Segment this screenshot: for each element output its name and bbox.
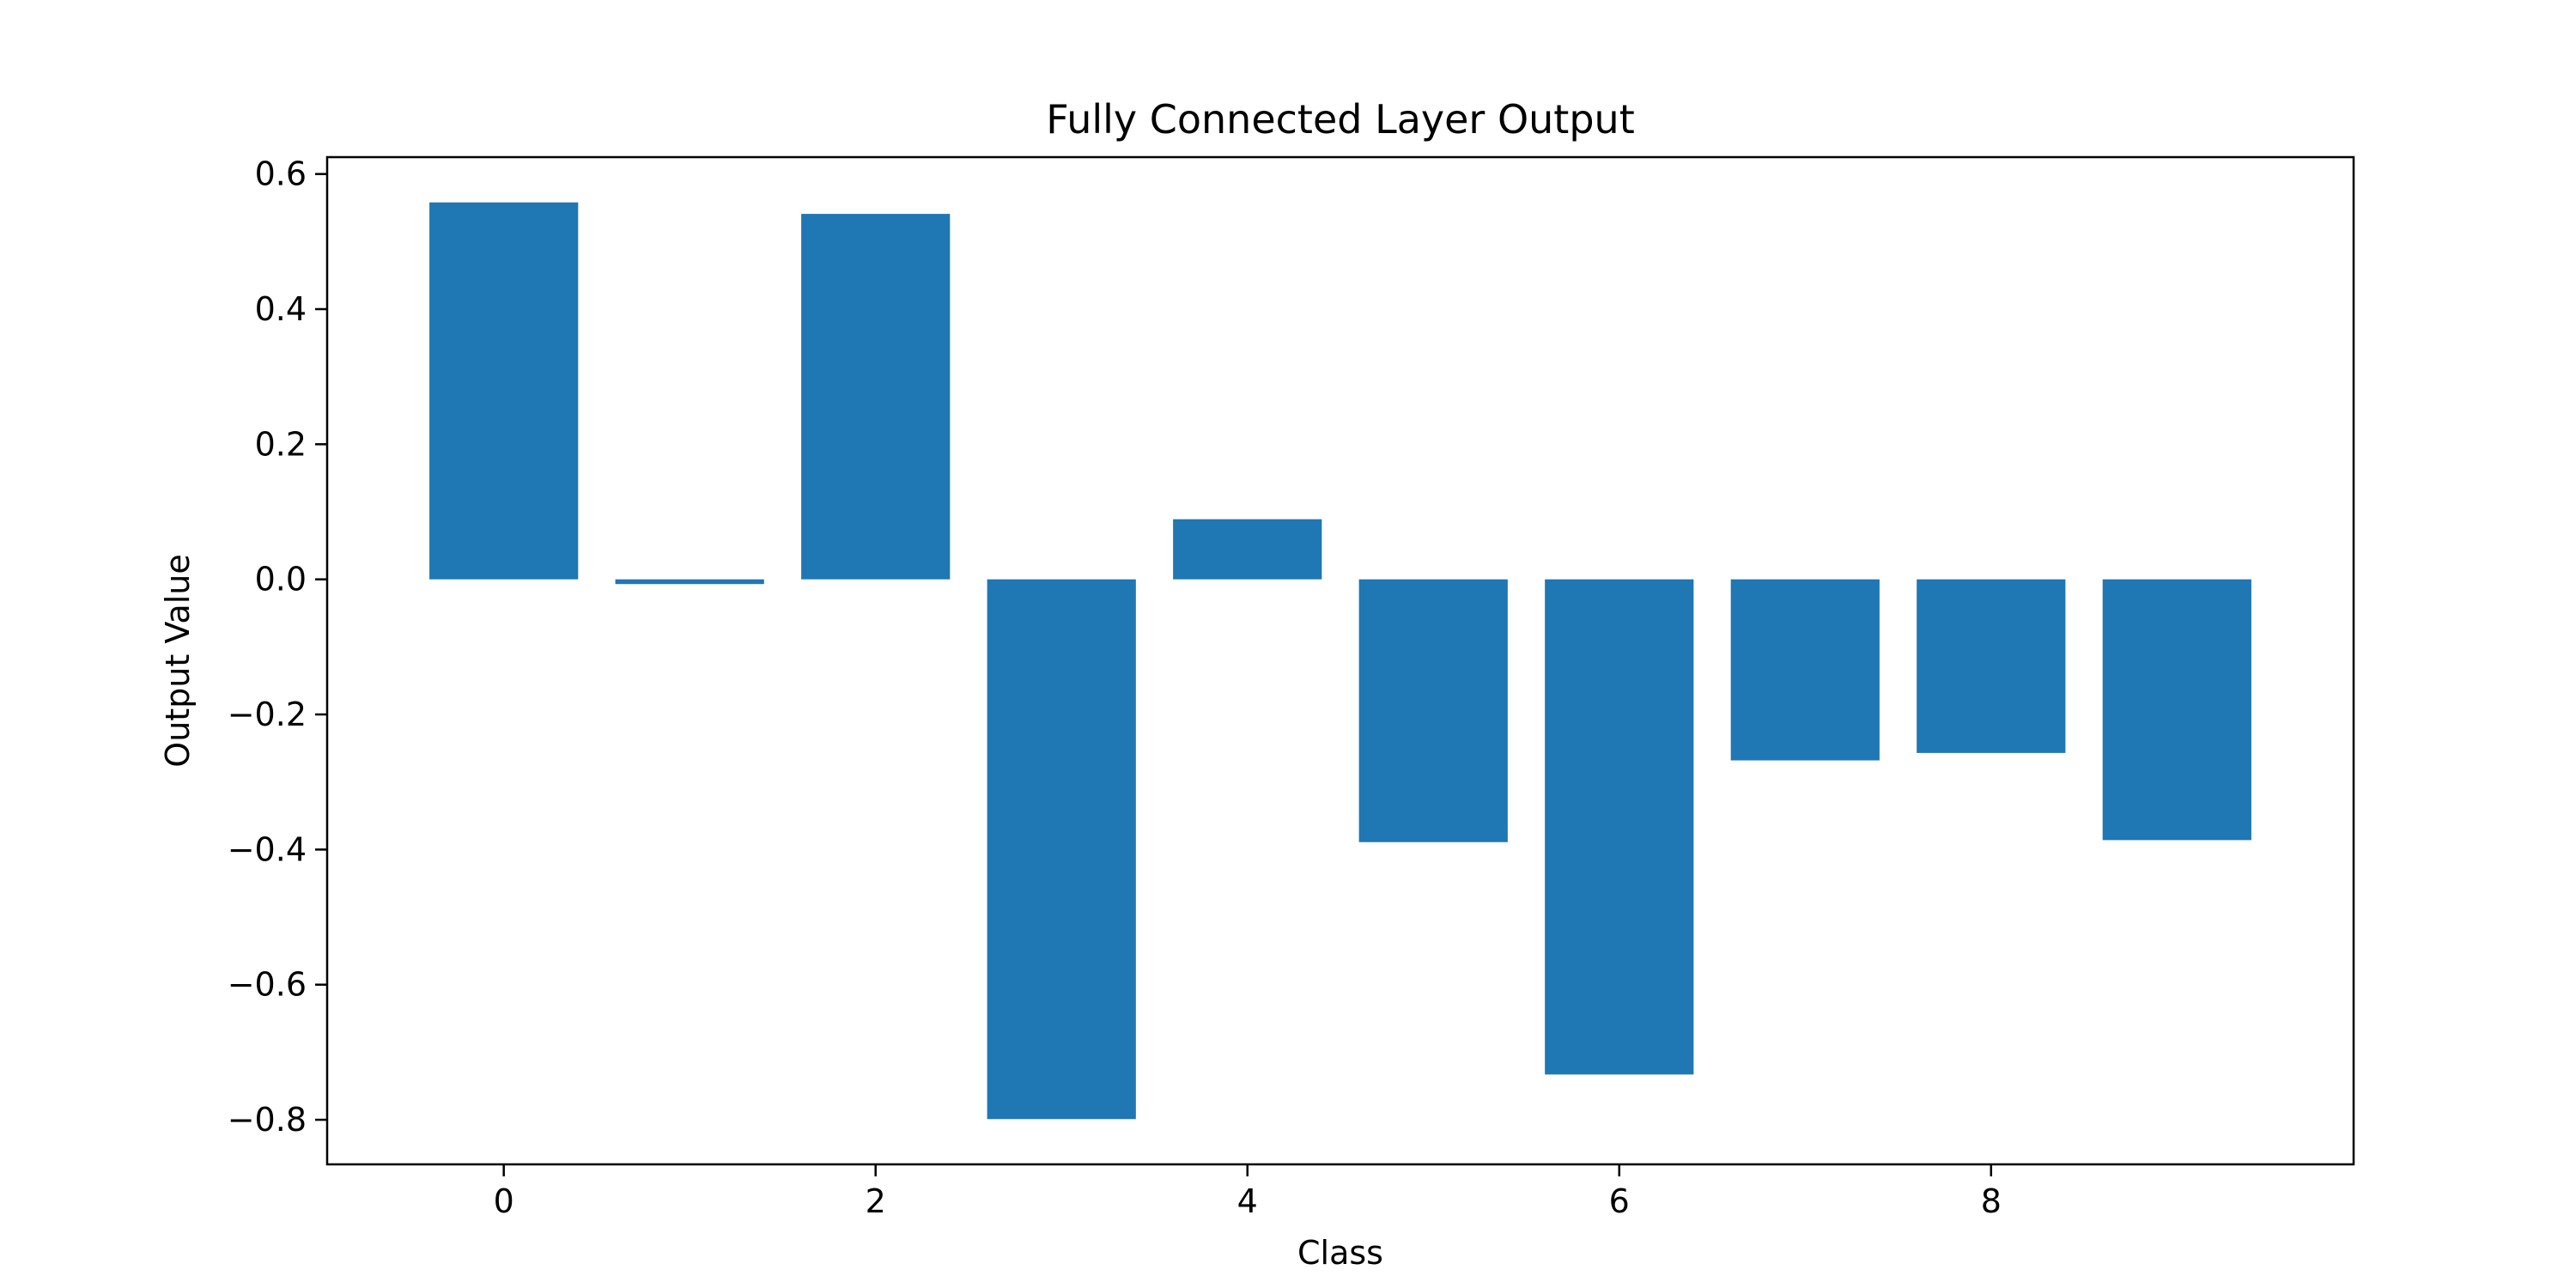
bar-class-7 xyxy=(1730,579,1880,761)
ticks-layer: 0 2 4 6 8 −0.8 −0.6 −0.4 −0.2 0.0 0.2 0.4 0.6 xyxy=(228,155,2002,1220)
y-axis-label: Output Value xyxy=(159,554,197,767)
y-tick-label: −0.2 xyxy=(228,696,307,733)
bar-class-0 xyxy=(429,202,579,580)
bar-class-3 xyxy=(987,579,1136,1120)
y-tick-label: 0.2 xyxy=(255,425,307,463)
x-axis-label: Class xyxy=(1297,1234,1383,1272)
bar-class-2 xyxy=(801,214,951,580)
y-tick-label: −0.6 xyxy=(228,966,307,1004)
bar-class-5 xyxy=(1358,579,1508,842)
x-tick-label: 6 xyxy=(1609,1182,1630,1220)
y-tick-label: −0.4 xyxy=(228,830,307,868)
x-tick-label: 8 xyxy=(1981,1182,2002,1220)
y-tick-label: 0.4 xyxy=(255,290,307,328)
bar-class-8 xyxy=(1917,579,2066,753)
bar-class-4 xyxy=(1173,519,1322,580)
plot-frame xyxy=(325,155,2355,1166)
chart-title: Fully Connected Layer Output xyxy=(1046,96,1635,143)
bar-class-1 xyxy=(615,579,764,585)
bar-class-6 xyxy=(1545,579,1694,1075)
bar-class-9 xyxy=(2102,579,2251,841)
bars-layer xyxy=(429,202,2251,1120)
y-tick-label: 0.6 xyxy=(255,155,307,193)
y-tick-label: −0.8 xyxy=(228,1101,307,1139)
y-tick-label: 0.0 xyxy=(255,561,307,598)
x-tick-label: 0 xyxy=(494,1182,514,1220)
x-tick-label: 4 xyxy=(1237,1182,1258,1220)
x-tick-label: 2 xyxy=(866,1182,886,1220)
